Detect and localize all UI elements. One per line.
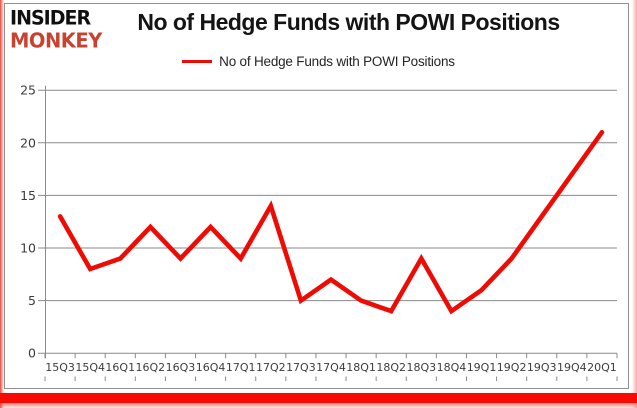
y-axis-label: 15 (20, 188, 36, 203)
right-red-edge-glow (632, 0, 637, 408)
y-axis-label: 20 (20, 135, 36, 150)
x-axis-label: 16Q1 (105, 361, 135, 374)
x-axis-label: 18Q4 (437, 361, 467, 374)
x-axis-label: 20Q1 (587, 361, 617, 374)
x-axis-label: 15Q4 (75, 361, 105, 374)
y-axis-label: 25 (20, 83, 36, 98)
y-axis-label: 10 (20, 241, 36, 256)
series-line (57, 130, 605, 315)
x-axis-label: 17Q3 (286, 361, 316, 374)
x-axis-label: 17Q1 (226, 361, 256, 374)
legend-label: No of Hedge Funds with POWI Positions (219, 54, 455, 69)
left-red-edge-glow (0, 0, 4, 408)
x-axis-label: 18Q1 (346, 361, 376, 374)
x-axis-label: 16Q4 (196, 361, 226, 374)
x-axis-label: 18Q3 (406, 361, 436, 374)
x-axis-label: 16Q3 (166, 361, 196, 374)
legend-line-marker (182, 60, 213, 63)
chart-legend: No of Hedge Funds with POWI Positions (0, 54, 637, 69)
outer-frame (4, 3, 629, 389)
chart-title: No of Hedge Funds with POWI Positions (137, 9, 560, 35)
x-axis-label: 15Q3 (45, 361, 75, 374)
x-axis-label: 19Q1 (467, 361, 497, 374)
insider-monkey-logo: INSIDER MONKEY (10, 6, 102, 53)
x-axis-label: 17Q4 (316, 361, 346, 374)
y-axis-label: 0 (28, 346, 36, 361)
x-axis-label: 19Q2 (497, 361, 527, 374)
x-axis-label: 18Q2 (376, 361, 406, 374)
x-axis-label: 19Q4 (557, 361, 587, 374)
logo-monkey-text: MONKEY (10, 28, 102, 53)
y-axis-label: 5 (28, 293, 36, 308)
bottom-red-bar (0, 393, 637, 403)
logo-insider-text: INSIDER (10, 6, 91, 30)
x-axis-label: 17Q2 (256, 361, 286, 374)
x-axis-label: 16Q2 (136, 361, 166, 374)
x-axis-label: 19Q3 (527, 361, 557, 374)
